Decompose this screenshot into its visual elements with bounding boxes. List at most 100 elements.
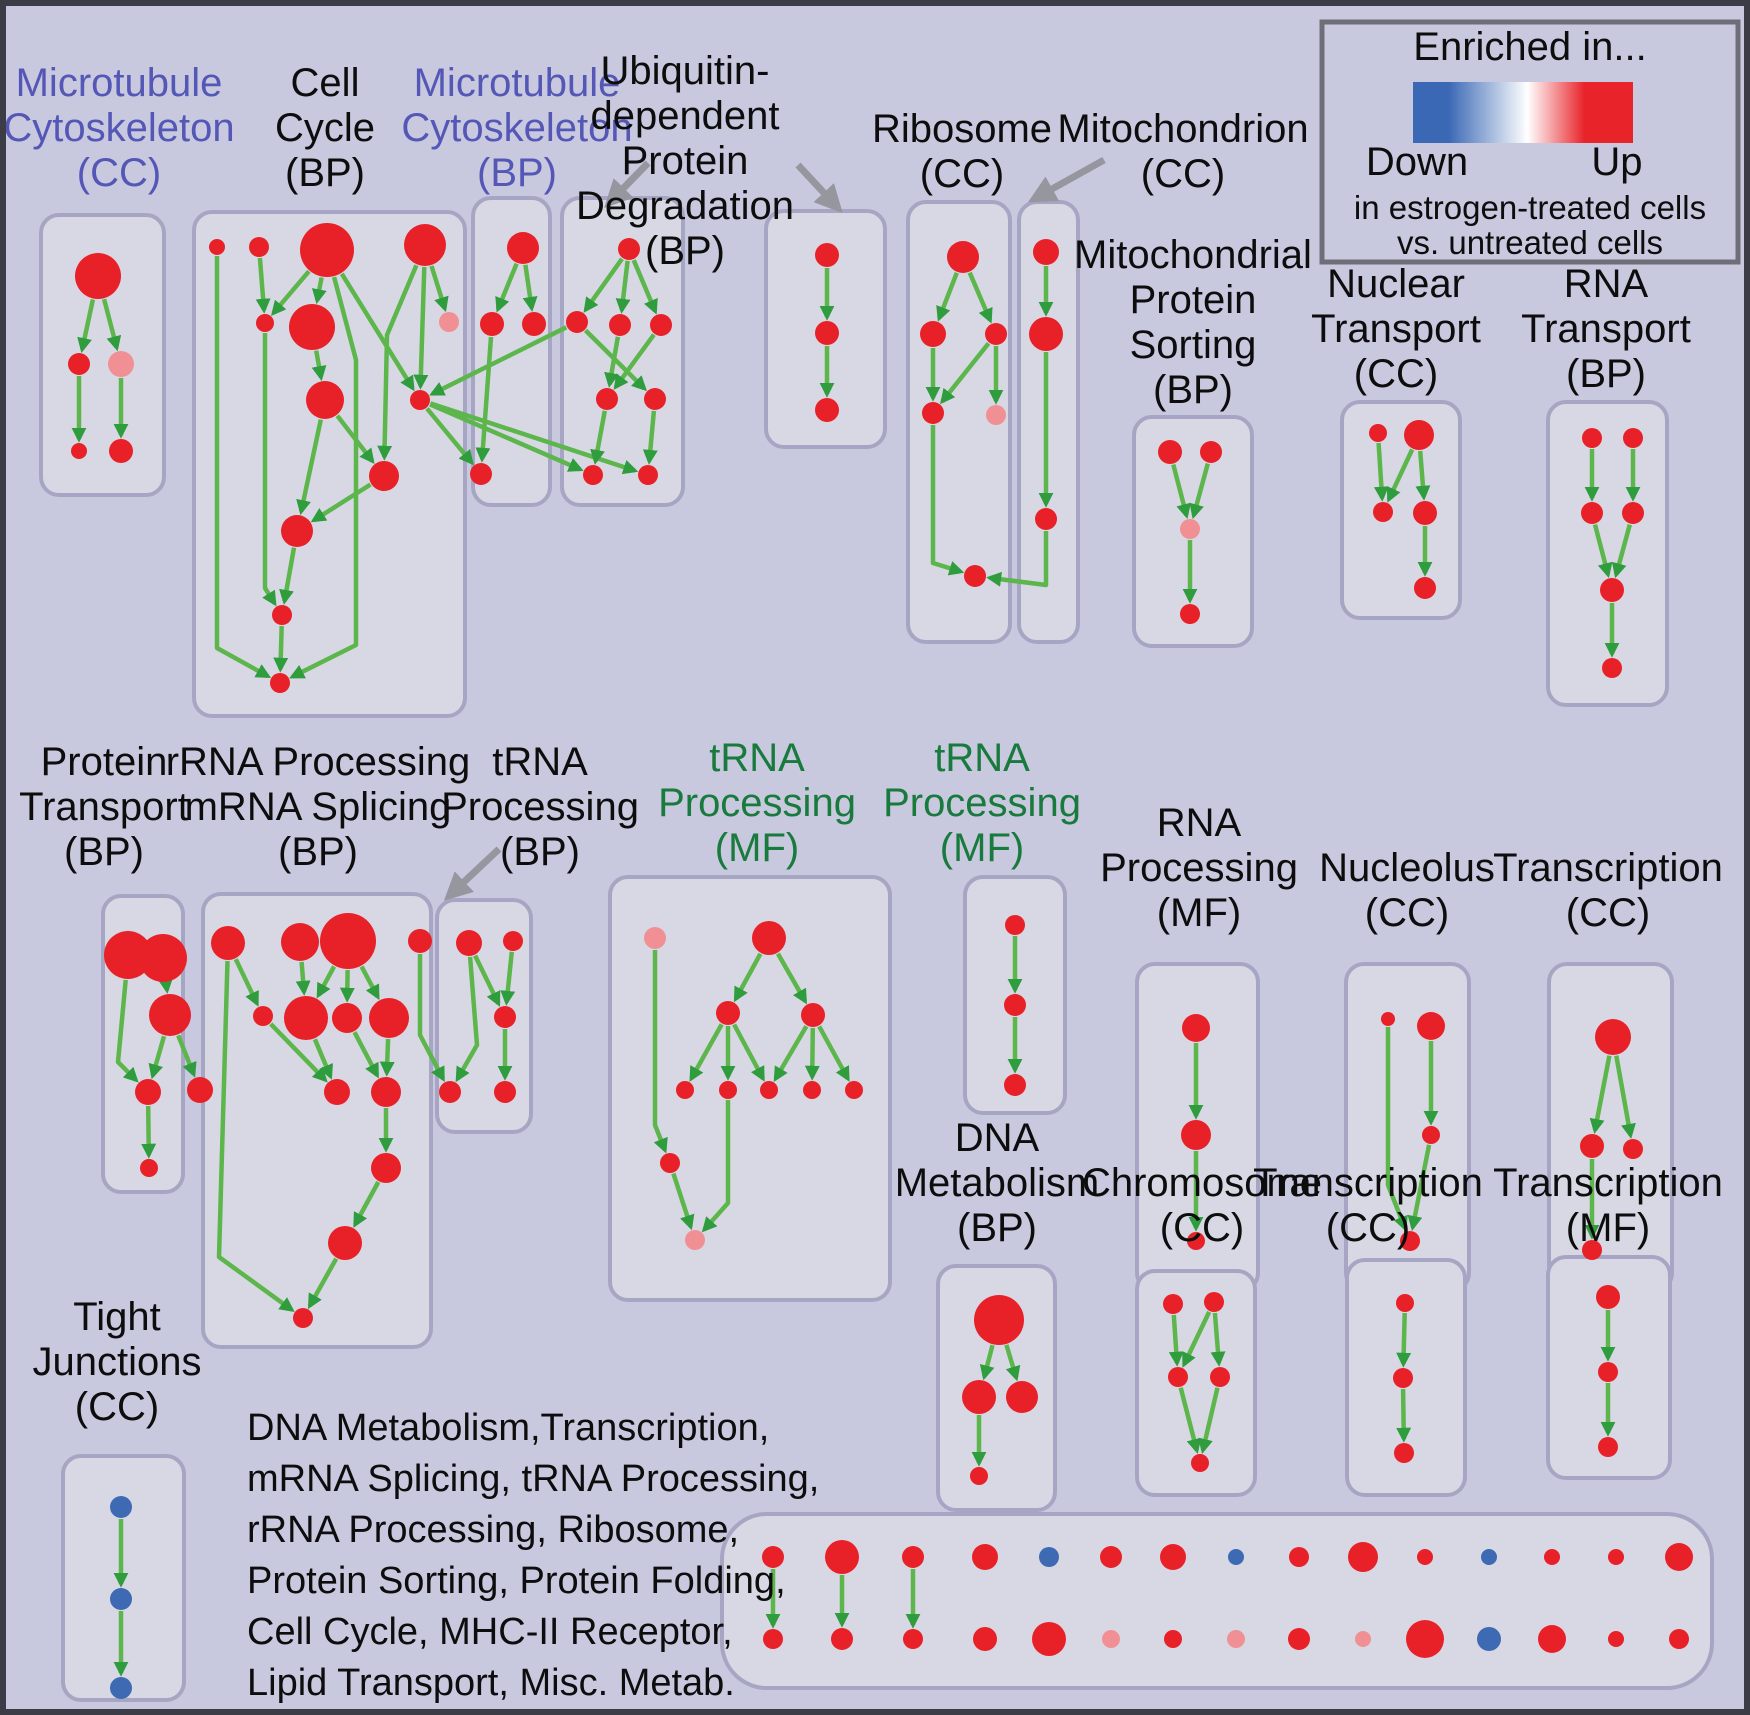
go-term-node	[324, 1079, 350, 1105]
go-term-node	[332, 1003, 362, 1033]
category-label: Processing	[1100, 846, 1298, 890]
relation-edge	[312, 1038, 333, 1080]
go-term-node	[803, 1081, 821, 1099]
go-term-node	[187, 1077, 213, 1103]
category-label: tRNA	[492, 740, 588, 784]
callout-arrow	[604, 160, 651, 209]
relation-edge	[359, 965, 380, 1001]
go-term-node	[1406, 1620, 1444, 1658]
category-label: (CC)	[920, 152, 1004, 196]
category-label: (BP)	[1153, 368, 1233, 412]
category-label: (CC)	[1365, 891, 1449, 935]
relation-edge	[500, 951, 516, 1006]
misc-categories-text: mRNA Splicing, tRNA Processing,	[247, 1458, 819, 1500]
go-term-node	[1622, 502, 1644, 524]
go-term-node	[1210, 1367, 1230, 1387]
go-term-node	[1393, 1368, 1413, 1388]
category-box-mitochondrion	[1017, 200, 1080, 644]
go-term-node	[1669, 1629, 1689, 1649]
relation-edge	[273, 625, 289, 673]
relation-edge	[613, 333, 656, 390]
go-term-node	[439, 312, 459, 332]
go-term-node	[609, 314, 631, 336]
relation-edge	[522, 264, 538, 312]
go-term-node	[1204, 1292, 1224, 1312]
go-term-node	[985, 323, 1007, 345]
relation-edge	[986, 531, 1049, 588]
category-label: tRNA	[934, 736, 1030, 780]
go-term-node	[369, 461, 399, 491]
category-label: (BP)	[645, 229, 725, 273]
go-term-node	[289, 304, 335, 350]
category-label: (CC)	[77, 151, 161, 195]
go-term-node	[1595, 1019, 1631, 1055]
category-label: (MF)	[715, 826, 799, 870]
go-term-node	[110, 1496, 132, 1518]
category-label: RNA	[1564, 262, 1649, 306]
relation-edge	[316, 965, 337, 999]
category-box-mt-cytoskeleton-bp	[471, 196, 552, 507]
go-term-node	[75, 253, 121, 299]
go-term-node	[371, 1077, 401, 1107]
go-term-node	[1608, 1549, 1624, 1565]
relation-edge	[1592, 524, 1613, 579]
category-label: rRNA Processing	[166, 740, 471, 784]
relation-edge	[940, 341, 991, 405]
category-label: Mitochondrion	[1057, 107, 1308, 151]
relation-edge	[642, 410, 658, 465]
go-term-node	[494, 1081, 516, 1103]
go-term-node	[293, 1308, 313, 1328]
go-term-node	[140, 1159, 158, 1177]
go-term-node	[109, 439, 133, 463]
go-term-node	[1227, 1630, 1245, 1648]
go-term-node	[68, 353, 90, 375]
relation-edge	[176, 1034, 197, 1078]
go-term-node	[638, 465, 658, 485]
go-term-node	[249, 237, 269, 257]
relation-edge	[732, 1023, 765, 1082]
category-label: Mitochondrial	[1074, 233, 1312, 277]
relation-edge	[1198, 1387, 1220, 1454]
category-label: Nucleolus	[1319, 846, 1495, 890]
go-term-node	[1191, 1454, 1209, 1472]
category-label: (BP)	[477, 151, 557, 195]
relation-edge	[1178, 1387, 1202, 1455]
legend-title: Enriched in...	[1413, 25, 1646, 69]
go-term-node	[1417, 1549, 1433, 1565]
relation-edge	[269, 1022, 328, 1083]
relation-edge	[1611, 524, 1632, 579]
go-term-node	[1417, 1012, 1445, 1040]
relation-edge	[1385, 1027, 1408, 1232]
relation-edge	[1373, 442, 1389, 502]
category-label: Sorting	[1130, 323, 1257, 367]
go-term-node	[211, 926, 245, 960]
go-term-node	[719, 1081, 737, 1099]
relation-edge	[930, 425, 965, 576]
relation-edge	[1396, 1388, 1412, 1443]
callout-arrow	[443, 846, 502, 901]
relation-edge	[1168, 1314, 1184, 1367]
relation-edge	[289, 276, 359, 679]
relation-edge	[583, 257, 624, 313]
go-term-node	[973, 1627, 997, 1651]
relation-edge	[473, 954, 501, 1007]
go-term-node	[1381, 1012, 1395, 1026]
relation-edge	[967, 271, 993, 324]
category-label: Microtubule	[414, 61, 621, 105]
category-label: RNA	[1157, 801, 1242, 845]
category-label: (BP)	[278, 830, 358, 874]
go-term-node	[300, 223, 354, 277]
misc-categories-text: DNA Metabolism,Transcription,	[247, 1407, 769, 1449]
category-label: dependent	[590, 94, 779, 138]
relation-edge	[1171, 464, 1191, 520]
go-term-node	[1228, 1549, 1244, 1565]
go-term-node	[108, 351, 134, 377]
relation-edge	[262, 333, 277, 607]
category-label: Junctions	[33, 1340, 202, 1384]
go-term-node	[281, 515, 313, 547]
relation-edge	[270, 269, 311, 316]
go-term-node	[1160, 1544, 1186, 1570]
relation-edge	[1386, 448, 1415, 503]
legend-subtitle-2: vs. untreated cells	[1397, 224, 1663, 261]
